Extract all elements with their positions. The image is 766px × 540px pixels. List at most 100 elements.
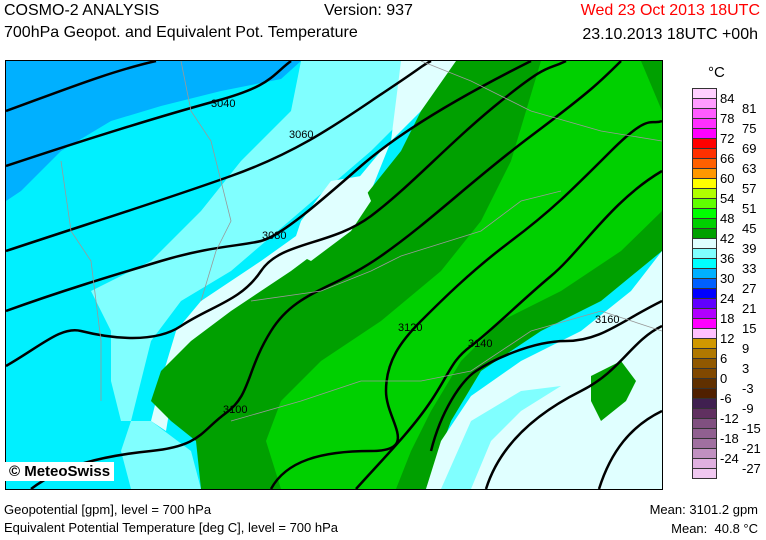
contour-label: 3120 xyxy=(398,322,422,334)
legend-color-box xyxy=(692,338,717,348)
legend-label: -15 xyxy=(742,421,761,436)
legend-color-box xyxy=(692,258,717,268)
legend-label: 78 xyxy=(720,111,735,126)
legend-color-box xyxy=(692,358,717,368)
contour-line xyxy=(6,61,292,168)
geopotential-contours xyxy=(6,61,662,489)
borders xyxy=(60,61,662,422)
blue-area xyxy=(6,61,301,201)
legend-label: 51 xyxy=(742,201,757,216)
legend-label: 0 xyxy=(720,371,728,386)
legend-label: 18 xyxy=(720,311,735,326)
country-border xyxy=(250,190,562,302)
contour-line xyxy=(355,169,662,489)
legend-color-box xyxy=(692,298,717,308)
legend-color-box xyxy=(692,88,717,98)
legend-color-box xyxy=(692,138,717,148)
green-area xyxy=(266,61,662,489)
legend-color-box xyxy=(692,278,717,288)
legend-label: 81 xyxy=(742,101,757,116)
legend-label: -6 xyxy=(720,391,732,406)
mean-geopotential: Mean: 3101.2 gpm xyxy=(649,502,758,517)
legend-color-box xyxy=(692,268,717,278)
model-title: COSMO-2 ANALYSIS xyxy=(4,2,160,19)
contour-label: 3160 xyxy=(595,314,619,326)
legend-label: 84 xyxy=(720,91,735,106)
legend-color-box xyxy=(692,318,717,328)
legend-label: 15 xyxy=(742,321,757,336)
legend-label: 66 xyxy=(720,151,735,166)
legend-label: 27 xyxy=(742,281,757,296)
version-label: Version: 937 xyxy=(324,2,413,19)
contour-line xyxy=(484,324,662,489)
contour-label: 3080 xyxy=(262,230,286,242)
legend-label: -3 xyxy=(742,381,754,396)
green-patch xyxy=(591,361,636,421)
legend-color-box xyxy=(692,368,717,378)
contour-line xyxy=(6,61,567,368)
contour-labels: 3040 3060 3080 3100 3120 3140 3160 xyxy=(211,98,619,416)
legend-color-box xyxy=(692,98,717,108)
contour-label: 3140 xyxy=(468,338,492,350)
legend-label: 21 xyxy=(742,301,757,316)
legend-label: -12 xyxy=(720,411,739,426)
valid-time: Wed 23 Oct 2013 18UTC xyxy=(580,2,760,19)
legend-color-box xyxy=(692,408,717,418)
legend-color-box xyxy=(692,208,717,218)
legend-color-box xyxy=(692,388,717,398)
contour-label: 3060 xyxy=(289,129,313,141)
legend-label: -9 xyxy=(742,401,754,416)
country-border xyxy=(230,310,662,422)
legend-label: 54 xyxy=(720,191,735,206)
legend-label: 3 xyxy=(742,361,750,376)
color-legend xyxy=(692,88,717,479)
legend-color-box xyxy=(692,118,717,128)
legend-color-box xyxy=(692,398,717,408)
legend-label: 63 xyxy=(742,161,757,176)
legend-label: -21 xyxy=(742,441,761,456)
legend-color-box xyxy=(692,128,717,138)
contour-line xyxy=(597,409,662,489)
country-border xyxy=(180,61,232,302)
legend-color-box xyxy=(692,378,717,388)
weather-map: 3040 3060 3080 3100 3120 3140 3160 xyxy=(5,60,663,490)
legend-label: 9 xyxy=(742,341,750,356)
legend-label: 12 xyxy=(720,331,735,346)
legend-color-box xyxy=(692,448,717,458)
run-time: 23.10.2013 18UTC +00h xyxy=(582,26,758,43)
legend-label: -27 xyxy=(742,461,761,476)
country-border xyxy=(60,160,102,401)
cyan-patch xyxy=(441,386,561,489)
legend-color-box xyxy=(692,228,717,238)
legend-label: 42 xyxy=(720,231,735,246)
legend-color-box xyxy=(692,218,717,228)
legend-label: 60 xyxy=(720,171,735,186)
country-border xyxy=(420,61,662,142)
legend-label: 45 xyxy=(742,221,757,236)
legend-label: 69 xyxy=(742,141,757,156)
legend-label: 24 xyxy=(720,291,735,306)
footer-eqpot: Equivalent Potential Temperature [deg C]… xyxy=(4,520,339,535)
legend-label: 33 xyxy=(742,261,757,276)
legend-label: -18 xyxy=(720,431,739,446)
legend-color-box xyxy=(692,178,717,188)
legend-label: 57 xyxy=(742,181,757,196)
legend-color-box xyxy=(692,188,717,198)
legend-label: 30 xyxy=(720,271,735,286)
subtitle: 700hPa Geopot. and Equivalent Pot. Tempe… xyxy=(4,24,358,41)
copyright-label: © MeteoSwiss xyxy=(5,462,115,481)
contour-label: 3100 xyxy=(223,404,247,416)
legend-unit: °C xyxy=(708,64,725,81)
contour-line xyxy=(6,61,432,253)
legend-color-box xyxy=(692,148,717,158)
legend-color-box xyxy=(692,238,717,248)
legend-color-box xyxy=(692,248,717,258)
contour-line xyxy=(429,299,662,452)
contour-line xyxy=(6,61,532,313)
legend-color-box xyxy=(692,458,717,468)
legend-label: 6 xyxy=(720,351,728,366)
legend-color-box xyxy=(692,328,717,338)
contour-line xyxy=(6,61,157,113)
legend-color-box xyxy=(692,158,717,168)
legend-color-box xyxy=(692,168,717,178)
